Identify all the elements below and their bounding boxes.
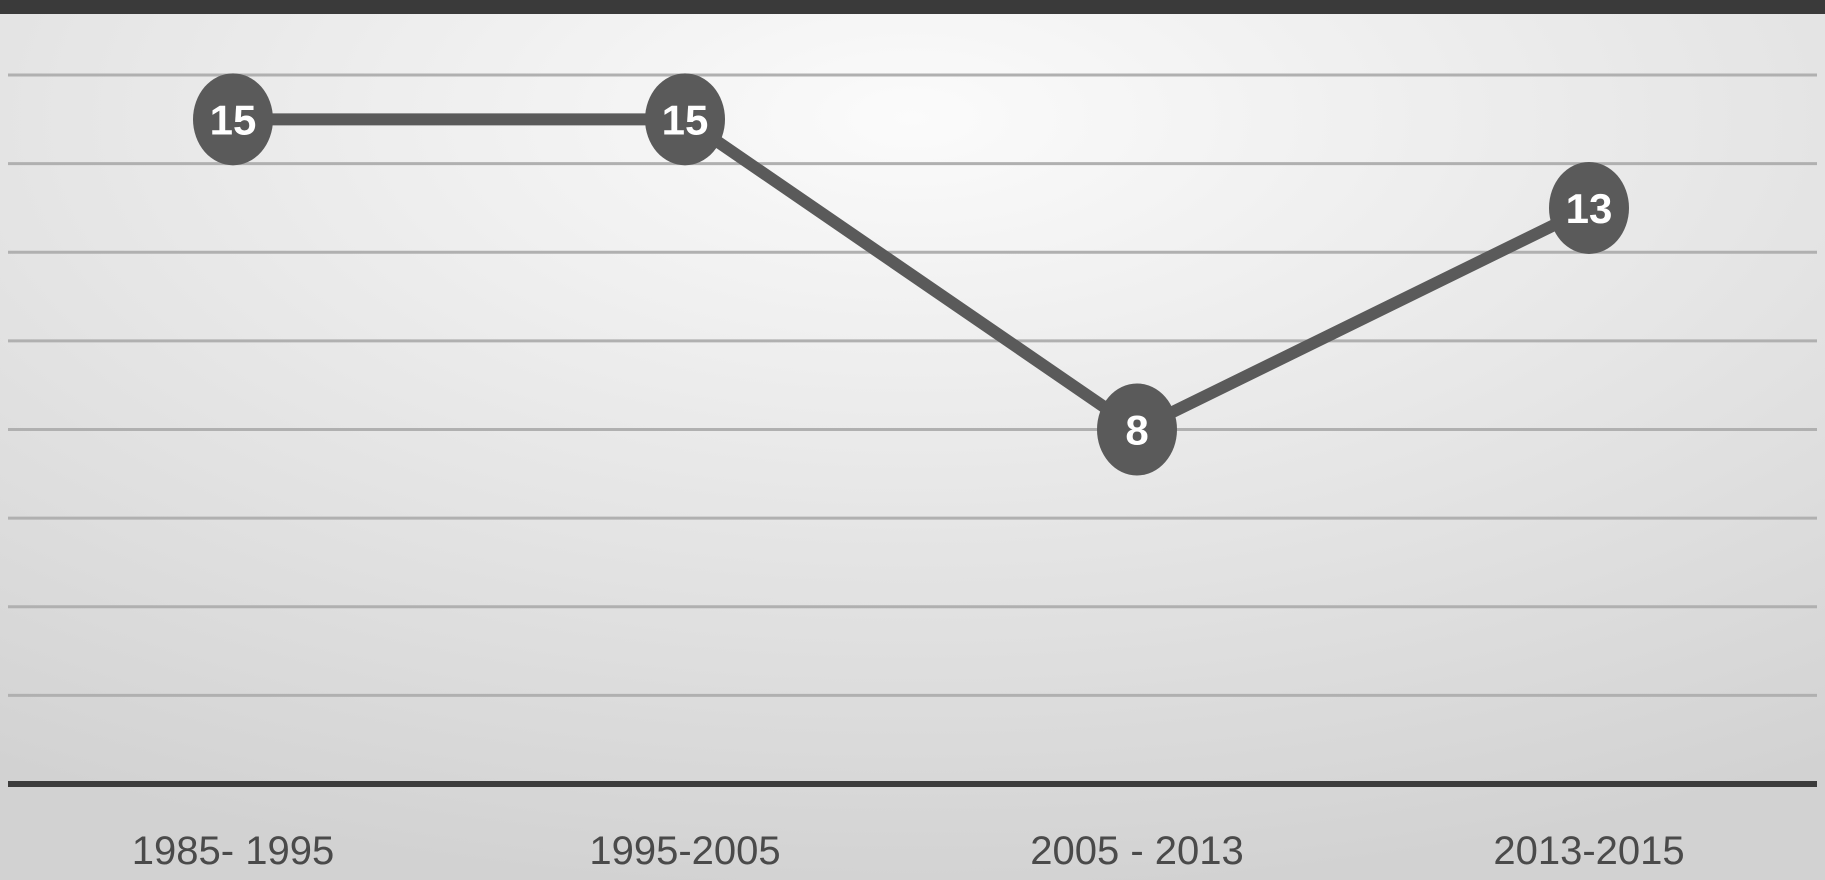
data-label: 15 — [662, 96, 709, 143]
data-label: 13 — [1566, 185, 1613, 232]
x-tick-label: 2005 - 2013 — [1030, 829, 1244, 873]
data-point-marker — [645, 73, 725, 166]
x-tick-label: 1985- 1995 — [132, 829, 334, 873]
data-markers: 15 15 8 13 — [193, 73, 1629, 476]
data-label: 15 — [210, 96, 257, 143]
gridlines — [8, 73, 1817, 697]
plot-background — [0, 14, 1825, 880]
data-point-marker — [1097, 383, 1177, 476]
data-point-marker — [1549, 161, 1629, 254]
data-point: 15 — [193, 73, 273, 166]
x-tick-label: 1995-2005 — [589, 829, 780, 873]
data-point: 13 — [1549, 161, 1629, 254]
series-line — [233, 113, 1592, 436]
data-label: 8 — [1125, 407, 1148, 454]
x-tick-labels: 1985- 1995 1995-2005 2005 - 2013 2013-2015 — [132, 829, 1685, 873]
x-tick-label: 2013-2015 — [1493, 829, 1684, 873]
top-frame-bar — [0, 0, 1825, 14]
data-point: 15 — [645, 73, 725, 166]
series-line-group — [233, 113, 1592, 436]
data-point: 8 — [1097, 383, 1177, 476]
data-point-marker — [193, 73, 273, 166]
